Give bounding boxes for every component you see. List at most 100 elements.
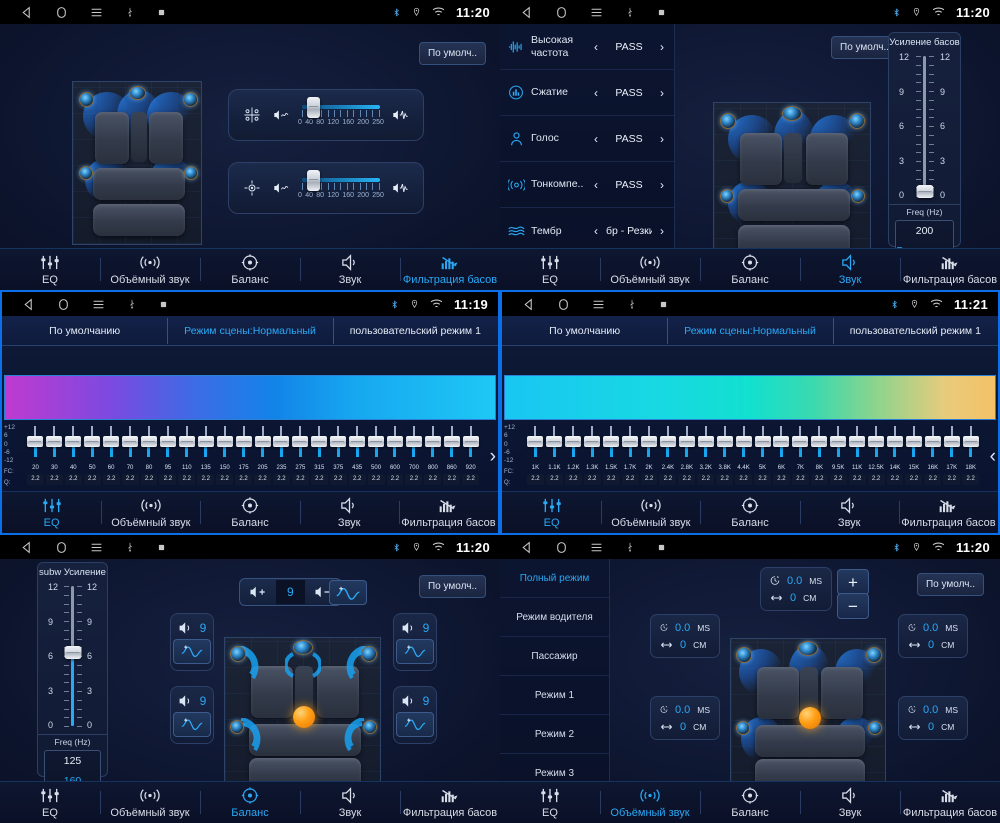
eq-band-knob[interactable] — [546, 435, 563, 447]
eq-band-knob[interactable] — [962, 435, 979, 447]
sound-row-high-frequency[interactable]: Высокая частота ‹ PASS › — [500, 24, 674, 70]
menu-icon[interactable] — [590, 6, 603, 19]
eq-band-knob[interactable] — [735, 435, 752, 447]
eq-band[interactable] — [734, 422, 753, 461]
bass-gain-slider[interactable]: 12 9 6 3 0 12 9 6 3 0 — [895, 52, 954, 200]
menu-icon[interactable] — [90, 6, 103, 19]
nav-item-sound[interactable]: Звук — [299, 492, 399, 533]
menu-icon[interactable] — [90, 541, 103, 554]
speaker-card-rear-left[interactable]: 9 — [170, 686, 214, 744]
decrease-button[interactable]: − — [837, 593, 869, 619]
crossover-slider-card-2[interactable]: 0 40 80 120 160 200 250 — [228, 162, 424, 214]
home-icon[interactable] — [55, 6, 68, 19]
speaker-card-front-right[interactable]: 9 — [393, 613, 437, 671]
nav-item-bass-filter[interactable]: Фильтрация басов — [398, 492, 498, 533]
eq-band-knob[interactable] — [254, 435, 271, 447]
nav-item-balance[interactable]: Баланс — [700, 782, 800, 823]
eq-band-knob[interactable] — [527, 435, 544, 447]
eq-band-knob[interactable] — [924, 435, 941, 447]
eq-tab-user-mode[interactable]: пользовательский режим 1 — [832, 317, 998, 344]
default-button[interactable]: По умолч.. — [418, 575, 486, 598]
eq-band[interactable] — [696, 422, 715, 461]
sound-row-loudness[interactable]: Тонкомпе.. ‹ PASS › — [500, 162, 674, 208]
eq-band-knob[interactable] — [65, 435, 82, 447]
nav-item-eq[interactable]: EQ — [0, 249, 100, 290]
delay-card-master[interactable]: 0.0 MS 0 CM — [760, 567, 832, 611]
sound-row-voice[interactable]: Голос ‹ PASS › — [500, 116, 674, 162]
sound-row-compression[interactable]: Сжатие ‹ PASS › — [500, 70, 674, 116]
delay-card-rear-right[interactable]: 0.0 MS 0 CM — [898, 696, 968, 740]
eq-band[interactable] — [658, 422, 677, 461]
eq-band-knob[interactable] — [659, 435, 676, 447]
car-seat-diagram[interactable] — [72, 81, 202, 245]
eq-tab-default[interactable]: По умолчанию — [49, 324, 121, 337]
balance-position-dot[interactable] — [293, 706, 315, 728]
slider-knob[interactable] — [916, 185, 933, 198]
nav-item-eq[interactable]: EQ — [500, 249, 600, 290]
eq-band[interactable] — [291, 422, 310, 461]
menu-icon[interactable] — [590, 541, 603, 554]
eq-band-knob[interactable] — [584, 435, 601, 447]
slider-knob[interactable] — [306, 170, 320, 191]
eq-band[interactable] — [545, 422, 564, 461]
eq-band[interactable] — [461, 422, 480, 461]
nav-item-bass-filter[interactable]: Фильтрация басов — [898, 492, 998, 533]
nav-item-surround[interactable]: Объёмный звук — [100, 249, 200, 290]
eq-band[interactable] — [177, 422, 196, 461]
master-volume-control[interactable]: 9 — [239, 578, 342, 606]
delay-card-front-right[interactable]: 0.0 MS 0 CM — [898, 614, 968, 658]
eq-band[interactable] — [272, 422, 291, 461]
eq-tab-default[interactable]: По умолчанию — [549, 324, 621, 337]
nav-item-balance[interactable]: Баланс — [200, 492, 299, 533]
delay-card-rear-left[interactable]: 0.0 MS 0 CM — [650, 696, 720, 740]
nav-item-surround[interactable]: Объёмный звук — [600, 249, 700, 290]
eq-band[interactable] — [923, 422, 942, 461]
eq-band-knob[interactable] — [27, 435, 44, 447]
car-seat-diagram[interactable] — [730, 638, 886, 800]
eq-band-knob[interactable] — [603, 435, 620, 447]
back-icon[interactable] — [520, 5, 533, 19]
chevron-left-icon[interactable]: ‹ — [594, 177, 598, 192]
eq-tab-scene-mode[interactable]: Режим сцены:Нормальный — [167, 317, 332, 344]
listening-position-dot[interactable] — [799, 707, 821, 729]
eq-band-knob[interactable] — [386, 435, 403, 447]
nav-item-bass-filter[interactable]: Фильтрация басов — [400, 782, 500, 823]
eq-band[interactable] — [602, 422, 621, 461]
speaker-minus-icon[interactable] — [305, 581, 341, 603]
eq-band-knob[interactable] — [830, 435, 847, 447]
eq-band[interactable] — [45, 422, 64, 461]
eq-band-knob[interactable] — [122, 435, 139, 447]
home-icon[interactable] — [555, 541, 568, 554]
eq-band-knob[interactable] — [943, 435, 960, 447]
slider-knob[interactable] — [64, 645, 81, 659]
eq-band[interactable] — [196, 422, 215, 461]
eq-band[interactable] — [348, 422, 367, 461]
increase-button[interactable]: + — [837, 569, 869, 595]
nav-item-sound[interactable]: Звук — [799, 492, 899, 533]
eq-band[interactable] — [102, 422, 121, 461]
eq-band[interactable] — [564, 422, 583, 461]
nav-item-sound[interactable]: Звук — [800, 782, 900, 823]
nav-item-balance[interactable]: Баланс — [700, 492, 799, 533]
eq-band[interactable] — [753, 422, 772, 461]
mode-item-passenger[interactable]: Пассажир — [500, 637, 609, 676]
speaker-card-rear-right[interactable]: 9 — [393, 686, 437, 744]
eq-band[interactable] — [886, 422, 905, 461]
chevron-right-icon[interactable]: › — [660, 39, 664, 54]
eq-band[interactable] — [621, 422, 640, 461]
eq-band[interactable] — [310, 422, 329, 461]
eq-band-knob[interactable] — [886, 435, 903, 447]
chevron-right-icon[interactable]: › — [660, 177, 664, 192]
eq-band[interactable] — [253, 422, 272, 461]
phase-button[interactable] — [173, 711, 211, 737]
back-icon[interactable] — [520, 540, 533, 554]
mode-item-1[interactable]: Режим 1 — [500, 676, 609, 715]
eq-band[interactable] — [26, 422, 45, 461]
phase-button[interactable] — [396, 711, 434, 737]
eq-band-knob[interactable] — [905, 435, 922, 447]
nav-item-eq[interactable]: EQ — [502, 492, 601, 533]
eq-band-knob[interactable] — [311, 435, 328, 447]
eq-band-knob[interactable] — [622, 435, 639, 447]
eq-tab-user-mode[interactable]: пользовательский режим 1 — [332, 317, 498, 344]
eq-band-knob[interactable] — [773, 435, 790, 447]
